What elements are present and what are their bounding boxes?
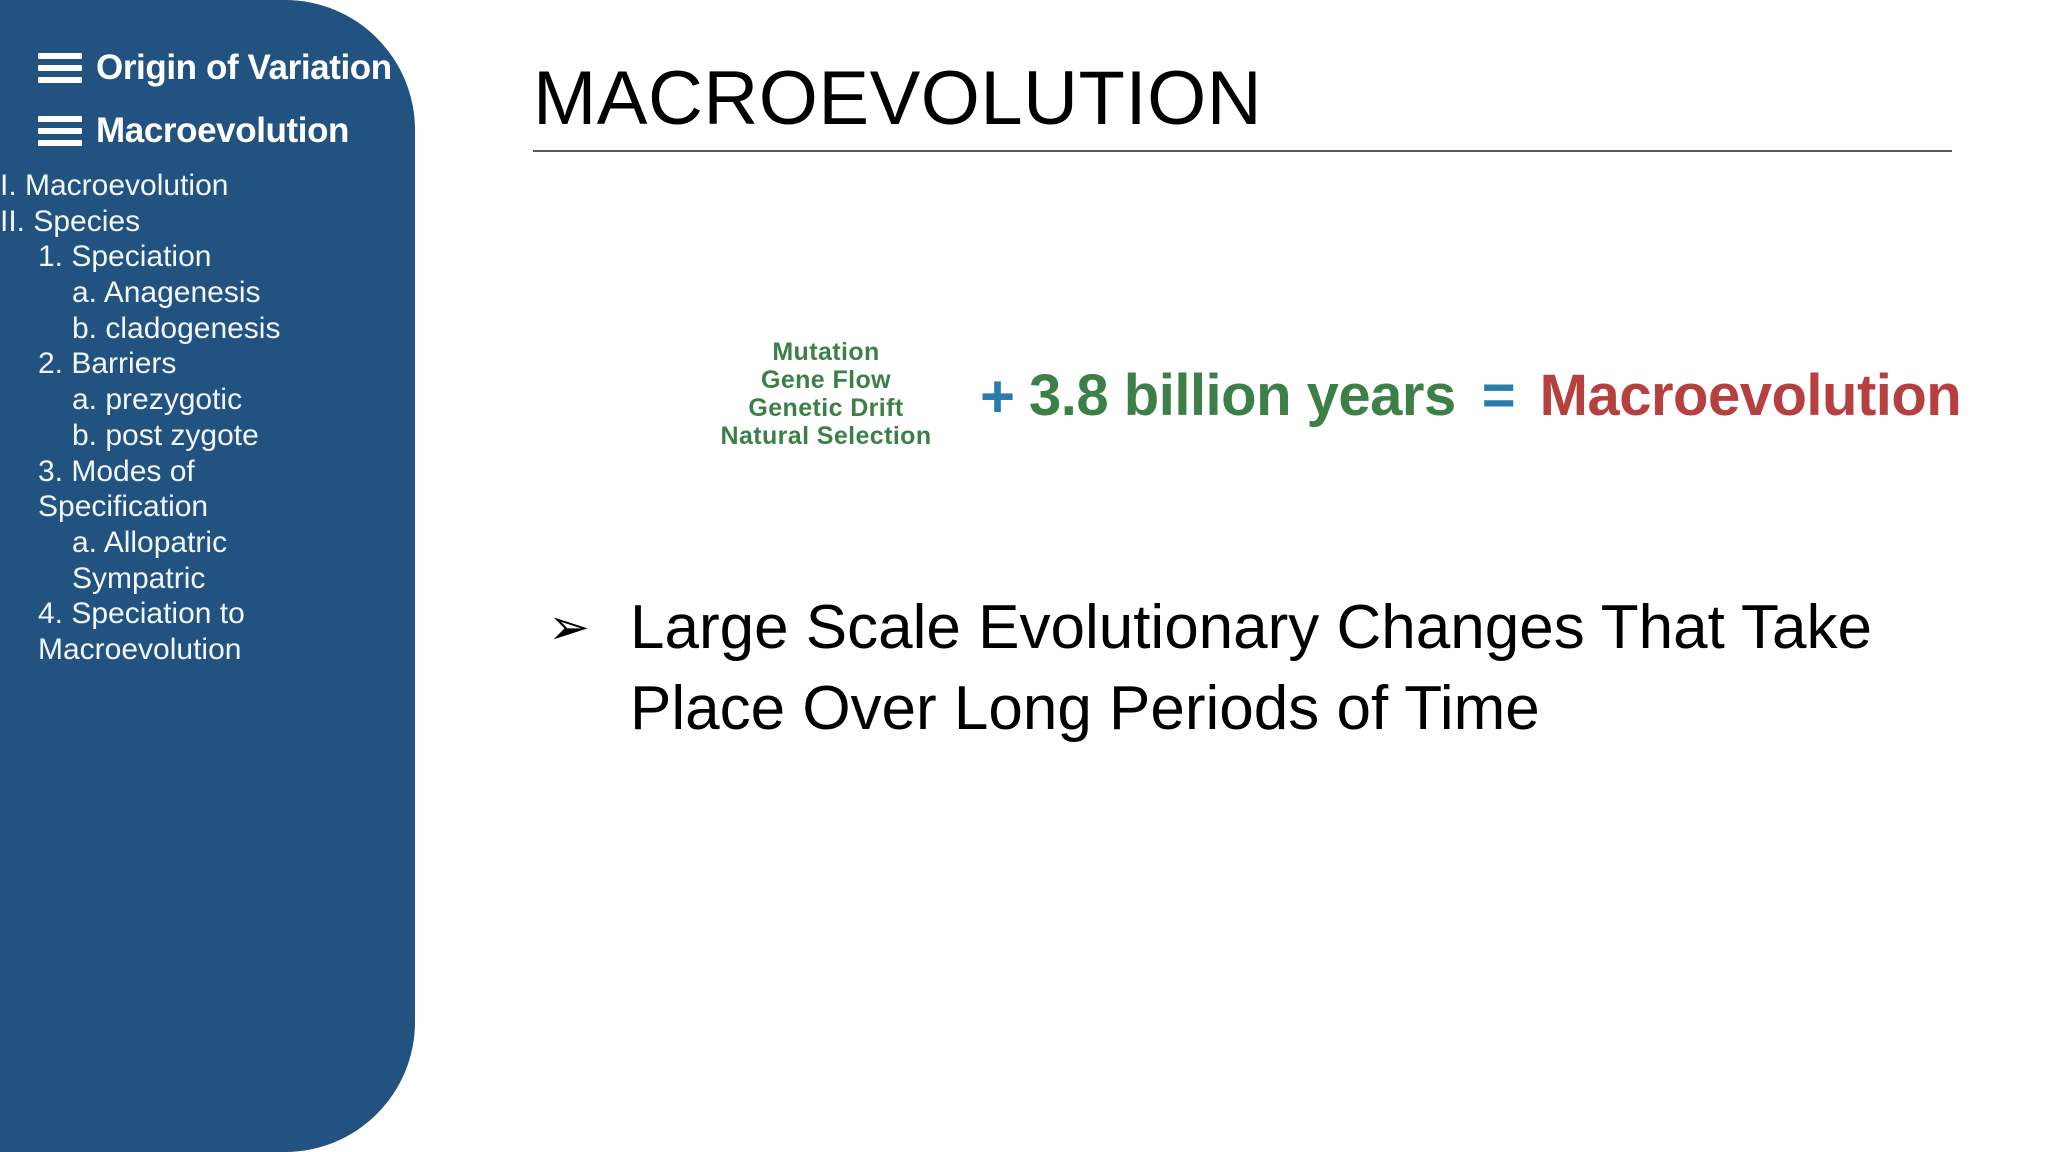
arrow-bullet-icon: ➢	[548, 598, 590, 656]
sidebar-item-i-macroevolution[interactable]: I. Macroevolution	[0, 169, 229, 202]
sidebar-item-speciation-to-macroevolution[interactable]: 4. Speciation to Macroevolution	[38, 597, 245, 666]
plus-icon: +	[980, 363, 1016, 430]
sidebar-item-speciation[interactable]: 1. Speciation	[38, 240, 212, 274]
sidebar-item-cladogenesis[interactable]: b. cladogenesis	[72, 311, 281, 345]
body-bullet-text: Large Scale Evolutionary Changes That Ta…	[630, 593, 1872, 743]
evolution-equation-graphic: Mutation Gene Flow Genetic Drift Natural…	[690, 330, 1980, 460]
hamburger-icon	[38, 53, 82, 83]
title-divider	[533, 150, 1952, 152]
sidebar-item-anagenesis[interactable]: a. Anagenesis	[72, 276, 261, 310]
sidebar-heading-origin-of-variation[interactable]: Origin of Variation	[38, 48, 392, 88]
equation-term-natural-selection: Natural Selection	[720, 422, 932, 450]
equation-term-gene-flow: Gene Flow	[760, 366, 891, 394]
equation-terms-stack: Mutation Gene Flow Genetic Drift Natural…	[690, 338, 962, 450]
equation-term-genetic-drift: Genetic Drift	[748, 394, 904, 422]
equation-term-mutation: Mutation	[772, 338, 880, 366]
body-content: ➢ Large Scale Evolutionary Changes That …	[548, 588, 1968, 749]
sidebar-item-barriers[interactable]: 2. Barriers	[38, 347, 177, 381]
hamburger-icon	[38, 116, 82, 146]
sidebar-item-post-zygote[interactable]: b. post zygote	[72, 418, 259, 452]
sidebar-heading-label: Origin of Variation	[96, 48, 392, 87]
equation-result: Macroevolution	[1539, 363, 1962, 428]
sidebar-heading-label: Macroevolution	[96, 111, 350, 150]
page-title: MACROEVOLUTION	[533, 56, 1263, 141]
sidebar-item-prezygotic[interactable]: a. prezygotic	[72, 383, 243, 417]
equals-icon: =	[1481, 363, 1516, 428]
sidebar-item-ii-species[interactable]: II. Species	[0, 204, 141, 238]
sidebar-item-allopatric-sympatric[interactable]: a. Allopatric Sympatric	[72, 525, 228, 595]
list-item: ➢ Large Scale Evolutionary Changes That …	[548, 588, 1968, 749]
equation-duration: 3.8 billion years	[1029, 363, 1456, 428]
sidebar-outline-list: I. Macroevolution II. Species 1. Speciat…	[0, 168, 330, 668]
sidebar: Origin of Variation Macroevolution I. Ma…	[0, 0, 415, 1152]
sidebar-heading-macroevolution[interactable]: Macroevolution	[38, 111, 349, 151]
sidebar-item-modes-of-specification[interactable]: 3. Modes of Specification	[38, 454, 209, 524]
